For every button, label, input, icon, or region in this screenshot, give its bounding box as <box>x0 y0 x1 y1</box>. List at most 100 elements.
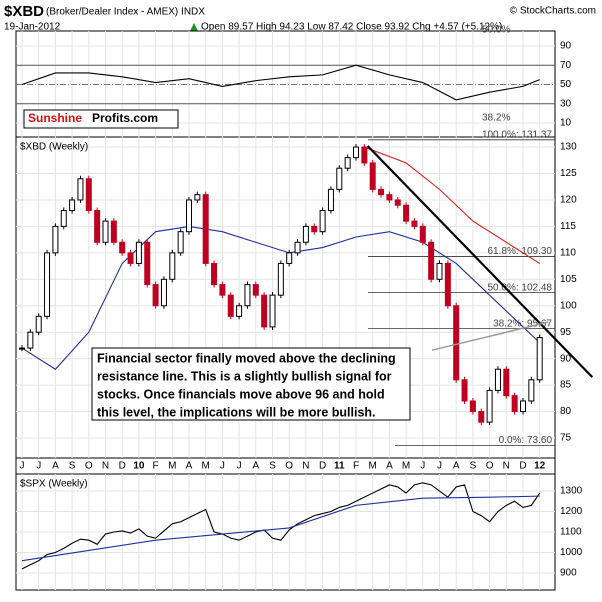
x-tick-label: O <box>486 461 494 472</box>
candle <box>211 262 218 286</box>
candle <box>486 389 493 423</box>
x-tick-label: F <box>353 461 359 472</box>
candle <box>202 194 209 264</box>
candle <box>436 262 443 280</box>
fib-label: 38.2%: 95.67 <box>493 318 552 329</box>
candle <box>336 167 343 190</box>
quote: Open 89.57 High 94.23 Low 87.42 Close 93… <box>201 22 502 33</box>
x-tick-label: M <box>369 461 377 472</box>
candle <box>110 220 117 243</box>
candle <box>361 146 368 164</box>
trend-line <box>431 321 549 351</box>
candle <box>269 294 276 328</box>
x-tick-label: 11 <box>334 461 345 472</box>
x-tick-label: N <box>503 461 510 472</box>
x-tick-label: N <box>102 461 109 472</box>
candle <box>302 225 309 243</box>
candle <box>219 284 226 296</box>
y-tick-label: 50 <box>560 79 572 90</box>
candle <box>344 157 351 169</box>
candle <box>419 225 426 243</box>
x-tick-label: N <box>302 461 309 472</box>
candle <box>160 278 167 307</box>
y-tick-label: 85 <box>560 380 572 391</box>
x-tick-label: S <box>269 461 276 472</box>
candle <box>236 305 243 317</box>
moving-average <box>364 146 540 264</box>
y-tick-label: 125 <box>560 168 577 179</box>
candle <box>444 262 451 307</box>
x-tick-label: S <box>69 461 76 472</box>
x-tick-label: D <box>519 461 526 472</box>
candle <box>19 347 25 350</box>
candle <box>277 262 284 296</box>
candle <box>536 336 543 381</box>
annotation-text: this level, the implications will be mor… <box>97 405 376 419</box>
x-tick-label: M <box>168 461 176 472</box>
logo-panel <box>88 111 177 127</box>
candle <box>85 178 92 212</box>
symbol: $XBD <box>4 3 44 20</box>
candle <box>52 225 59 254</box>
x-tick-label: J <box>36 461 41 472</box>
y-tick-label: 10 <box>560 118 572 129</box>
y-tick-label: 75 <box>560 433 572 444</box>
candle <box>60 210 67 227</box>
fib-label: 50.0%: 102.48 <box>488 282 553 293</box>
x-tick-label: M <box>402 461 410 472</box>
y-tick-label: 130 <box>560 142 577 153</box>
x-tick-label: F <box>153 461 159 472</box>
candle <box>453 305 460 381</box>
candle <box>44 252 51 317</box>
candle <box>520 400 526 413</box>
y-tick-label: 90 <box>560 353 572 364</box>
x-tick-label: A <box>252 461 259 472</box>
x-tick-label: O <box>285 461 293 472</box>
candle <box>102 220 109 243</box>
candle <box>469 400 476 413</box>
index-name: (Broker/Dealer Index - AMEX) INDX <box>46 7 205 18</box>
logo-text: Profits.com <box>92 111 158 125</box>
candle <box>294 241 301 254</box>
candle <box>319 210 326 233</box>
annotation-text: Financial sector finally moved above the… <box>97 351 396 365</box>
x-tick-label: J <box>220 461 225 472</box>
x-tick-label: 10 <box>133 461 145 472</box>
candle <box>353 146 359 159</box>
candle <box>394 199 401 206</box>
candle <box>511 395 518 413</box>
annotation-text: stocks. Once financials move above 96 an… <box>97 387 385 401</box>
panel-title: $XBD (Weekly) <box>20 142 88 153</box>
candle <box>119 241 126 254</box>
y-tick-label: 115 <box>560 221 576 232</box>
x-tick-label: J <box>437 461 442 472</box>
candle <box>252 284 259 296</box>
candle <box>152 284 159 307</box>
candle <box>69 199 76 212</box>
credit: © StockCharts.com <box>510 6 596 17</box>
x-tick-label: M <box>202 461 210 472</box>
candle <box>244 284 251 307</box>
trend-line <box>366 145 594 378</box>
candle <box>94 210 101 243</box>
candle <box>411 220 418 227</box>
candle <box>403 204 410 222</box>
candle <box>144 241 151 286</box>
candle <box>77 178 84 201</box>
candle <box>127 252 134 264</box>
fib-text: 38.2% <box>482 113 510 124</box>
fib-label: 100.0%: 131.37 <box>482 129 552 140</box>
x-tick-label: 12 <box>534 461 546 472</box>
x-tick-label: A <box>186 461 193 472</box>
y-tick-label: 120 <box>560 195 577 206</box>
x-tick-label: A <box>52 461 59 472</box>
x-tick-label: J <box>420 461 425 472</box>
y-tick-label: 110 <box>560 247 576 258</box>
candle <box>478 411 485 423</box>
x-tick-label: J <box>20 461 25 472</box>
candle <box>528 379 535 402</box>
candle <box>386 194 393 201</box>
price-line <box>21 482 541 570</box>
